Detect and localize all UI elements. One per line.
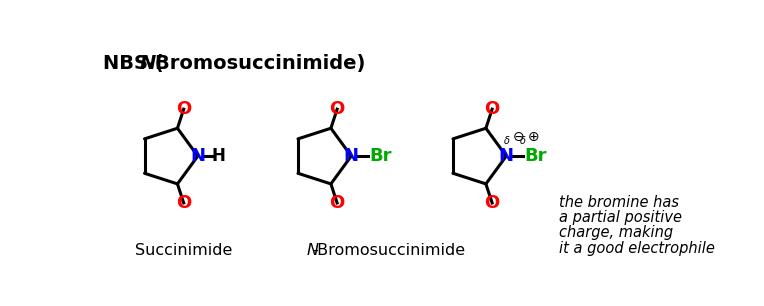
Text: -Bromosuccinimide: -Bromosuccinimide bbox=[312, 243, 465, 258]
Text: O: O bbox=[176, 100, 191, 118]
Text: O: O bbox=[329, 100, 345, 118]
Text: O: O bbox=[484, 100, 500, 118]
Text: charge, making: charge, making bbox=[559, 226, 673, 241]
Text: δ: δ bbox=[504, 136, 510, 146]
Text: Br: Br bbox=[369, 147, 392, 165]
Text: NBS (: NBS ( bbox=[103, 54, 163, 73]
Text: δ: δ bbox=[520, 136, 526, 146]
Text: N: N bbox=[499, 147, 513, 165]
Text: O: O bbox=[176, 194, 191, 212]
Text: N: N bbox=[190, 147, 206, 165]
Text: ⊖: ⊖ bbox=[513, 130, 524, 144]
Text: N: N bbox=[306, 243, 319, 258]
Text: -Bromosuccinimide): -Bromosuccinimide) bbox=[147, 54, 365, 73]
Text: Succinimide: Succinimide bbox=[135, 243, 232, 258]
Text: N: N bbox=[344, 147, 359, 165]
Text: it a good electrophile: it a good electrophile bbox=[559, 241, 715, 256]
Text: H: H bbox=[212, 147, 225, 165]
Text: ⊕: ⊕ bbox=[528, 130, 539, 144]
Text: the bromine has: the bromine has bbox=[559, 195, 679, 210]
Text: N: N bbox=[140, 54, 156, 73]
Text: O: O bbox=[484, 194, 500, 212]
Text: a partial positive: a partial positive bbox=[559, 210, 682, 225]
Text: Br: Br bbox=[524, 147, 546, 165]
Text: O: O bbox=[329, 194, 345, 212]
